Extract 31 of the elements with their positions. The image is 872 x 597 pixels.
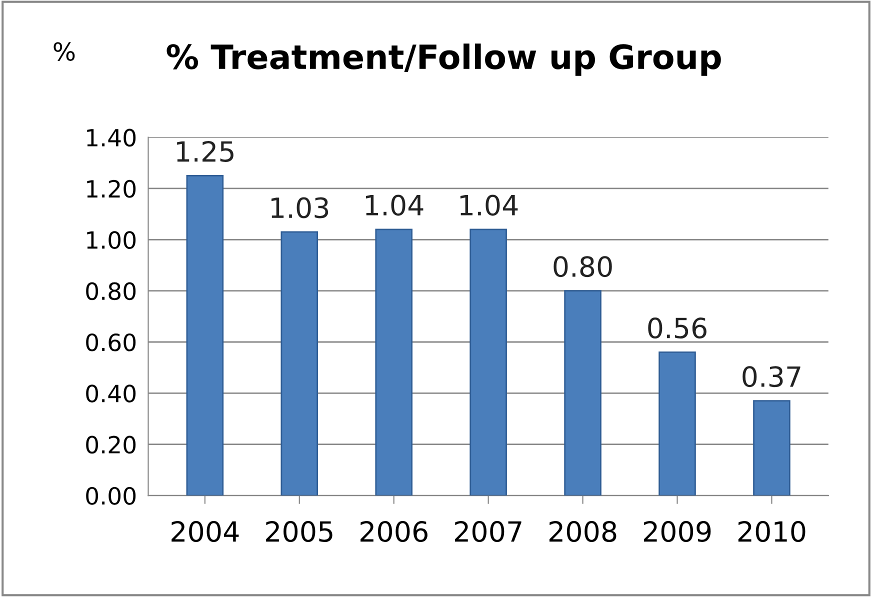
x-tick-label: 2006 xyxy=(360,521,428,542)
data-label: 1.03 xyxy=(272,197,328,218)
bar xyxy=(186,174,224,496)
data-label: 0.80 xyxy=(554,256,612,278)
data-label: 0.37 xyxy=(742,366,800,388)
y-tick-label: 0.40 xyxy=(86,384,136,402)
data-label: 1.04 xyxy=(460,194,518,216)
x-tick-label: 2004 xyxy=(172,521,239,542)
x-tick-label: 2010 xyxy=(738,521,806,542)
bar xyxy=(280,231,318,496)
bar xyxy=(658,352,696,496)
x-tick-label: 2009 xyxy=(644,521,711,542)
y-tick-label: 0.20 xyxy=(86,436,136,454)
bar xyxy=(375,228,412,496)
y-tick-label: 1.00 xyxy=(87,231,136,249)
y-axis-title: % xyxy=(54,42,75,61)
y-tick-label: 0.80 xyxy=(86,282,136,300)
bar xyxy=(470,228,507,496)
chart-title: % Treatment/Follow up Group xyxy=(166,44,721,76)
x-tick-label: 2005 xyxy=(266,521,332,542)
data-label: 1.25 xyxy=(177,140,234,162)
y-tick-label: 1.40 xyxy=(87,128,136,147)
y-tick-label: 0.00 xyxy=(86,486,136,505)
x-tick-label: 2008 xyxy=(549,521,616,542)
y-tick-label: 1.20 xyxy=(87,180,136,198)
bar xyxy=(564,290,602,496)
bar xyxy=(753,400,790,496)
x-tick-label: 2007 xyxy=(455,521,522,542)
data-label: 1.04 xyxy=(366,194,424,216)
y-tick-label: 0.60 xyxy=(86,333,136,352)
data-label: 0.56 xyxy=(648,318,706,339)
